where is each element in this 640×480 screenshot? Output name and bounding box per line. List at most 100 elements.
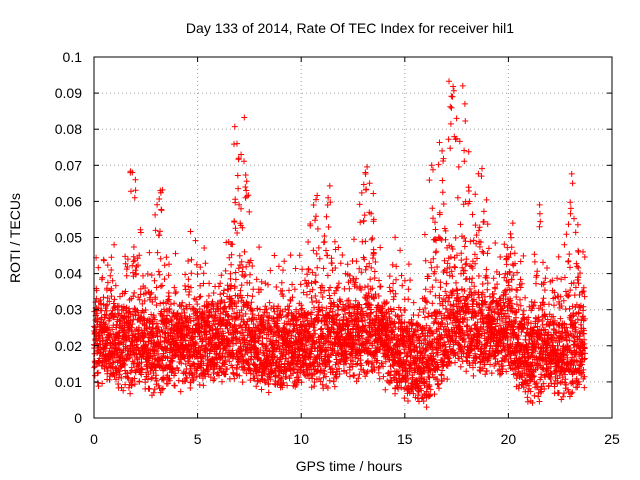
data-point (148, 337, 155, 344)
data-point (426, 177, 433, 184)
data-point (167, 317, 174, 323)
data-point (196, 294, 203, 301)
data-point (398, 272, 405, 279)
data-point (159, 357, 166, 364)
data-point (256, 244, 263, 251)
data-point (153, 320, 160, 327)
data-point (175, 377, 182, 384)
data-point (503, 261, 510, 268)
data-point (157, 283, 164, 290)
data-point (149, 298, 156, 305)
data-point (186, 288, 193, 295)
data-point (469, 211, 476, 218)
data-point (111, 372, 118, 379)
data-point (415, 312, 422, 319)
data-point (479, 165, 485, 172)
data-point (146, 249, 153, 256)
data-point (513, 375, 520, 382)
data-point (172, 370, 179, 377)
data-point (112, 282, 119, 289)
data-point (422, 298, 429, 305)
data-point (190, 377, 197, 384)
data-point (389, 261, 396, 268)
data-point (241, 248, 248, 255)
data-point (166, 306, 173, 313)
data-point (186, 315, 193, 322)
data-point (107, 272, 114, 279)
data-point (492, 240, 499, 246)
data-point (450, 83, 457, 90)
data-point (178, 315, 185, 322)
data-point (136, 252, 143, 259)
data-point (249, 293, 256, 300)
data-point (120, 307, 127, 314)
data-point (142, 285, 149, 291)
data-point (158, 386, 165, 393)
data-point (442, 288, 449, 295)
data-point (227, 270, 234, 277)
data-point (480, 208, 487, 215)
data-point (166, 296, 173, 303)
data-point (346, 373, 353, 380)
data-point (371, 268, 378, 275)
data-point (461, 147, 468, 154)
data-point (440, 201, 447, 207)
data-point (136, 327, 143, 333)
data-point (157, 389, 164, 396)
data-point (271, 252, 278, 259)
data-point (131, 375, 138, 382)
data-point (227, 275, 234, 282)
data-point (122, 361, 128, 368)
data-point (200, 280, 207, 287)
data-point (215, 283, 222, 290)
data-point (325, 287, 332, 294)
data-point (433, 248, 440, 255)
data-point (193, 373, 200, 380)
data-point (405, 261, 412, 268)
data-point (192, 237, 199, 244)
data-point (452, 264, 459, 271)
data-point (484, 280, 491, 287)
data-point (393, 276, 399, 283)
data-point (109, 326, 116, 333)
data-point (201, 245, 208, 251)
data-point (111, 241, 118, 248)
data-point (193, 340, 200, 347)
data-point (305, 239, 312, 245)
data-point (98, 307, 105, 314)
data-point (313, 250, 320, 257)
data-point (326, 182, 333, 189)
data-point (132, 187, 139, 194)
data-point (273, 284, 280, 290)
data-point (514, 287, 521, 294)
data-point (327, 284, 334, 291)
data-point (130, 316, 137, 323)
data-point (92, 330, 99, 337)
data-point (210, 290, 217, 296)
data-point (327, 295, 333, 302)
data-point (304, 271, 311, 278)
data-point (429, 205, 436, 212)
data-point (296, 252, 303, 259)
data-point (219, 378, 225, 385)
data-point (377, 244, 384, 251)
data-point (485, 245, 492, 252)
data-point (104, 262, 111, 269)
data-point (275, 263, 282, 270)
data-point (402, 307, 409, 314)
data-point (156, 271, 163, 278)
data-point (128, 338, 135, 345)
data-point (99, 380, 106, 387)
data-point (436, 139, 443, 146)
data-point (129, 262, 136, 269)
data-point (187, 228, 194, 235)
data-point (331, 383, 338, 390)
data-point (457, 363, 464, 370)
data-point (407, 277, 414, 284)
data-point (401, 395, 408, 402)
data-point (421, 314, 428, 321)
data-point (265, 281, 271, 288)
data-point (401, 277, 408, 284)
data-point (173, 289, 179, 295)
data-point (206, 309, 213, 315)
